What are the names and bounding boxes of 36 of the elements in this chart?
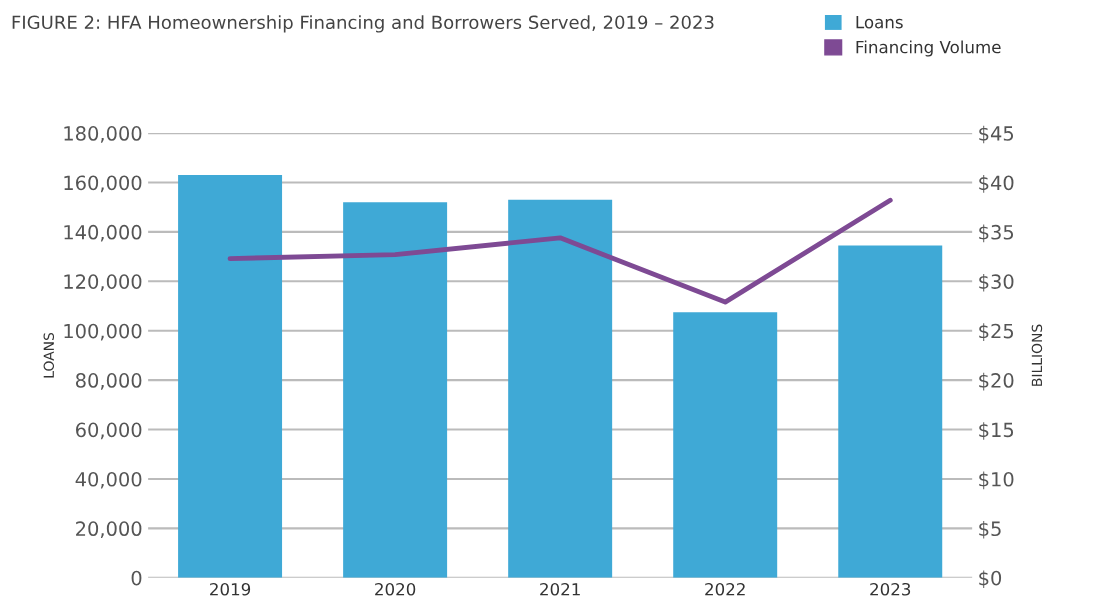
x-tick-label: 2019 bbox=[210, 582, 251, 596]
x-tick-label: 2023 bbox=[870, 582, 911, 596]
legend-label: Loans bbox=[856, 16, 903, 29]
y2-tick-label: $30 bbox=[979, 273, 1014, 292]
y2-tick-label: $10 bbox=[979, 471, 1014, 490]
y-tick-label: 140,000 bbox=[64, 224, 142, 242]
y-tick-label: 160,000 bbox=[64, 175, 142, 193]
y2-tick-label: $20 bbox=[979, 372, 1014, 391]
bar bbox=[343, 202, 448, 578]
bar bbox=[673, 312, 778, 578]
x-tick-label: 2020 bbox=[375, 582, 416, 596]
x-tick-label: 2022 bbox=[705, 582, 745, 596]
y2-tick-label: $25 bbox=[979, 323, 1014, 341]
y2-axis-title: BILLIONS bbox=[1031, 324, 1043, 386]
y-tick-label: 20,000 bbox=[76, 521, 142, 539]
bar bbox=[508, 199, 613, 578]
bar bbox=[838, 245, 943, 578]
y2-tick-label: $35 bbox=[979, 224, 1014, 243]
y-tick-label: 180,000 bbox=[64, 126, 142, 143]
chart-title: FIGURE 2: HFA Homeownership Financing and Borrowers Served, 2019 – 2023 bbox=[12, 15, 714, 33]
y2-tick-label: $15 bbox=[979, 422, 1014, 440]
y-tick-label: 120,000 bbox=[64, 274, 142, 291]
y-tick-label: 0 bbox=[131, 570, 142, 586]
legend-label: Financing Volume bbox=[856, 40, 1001, 57]
y2-tick-label: $40 bbox=[979, 175, 1014, 193]
y-axis-title: LOANS bbox=[43, 332, 55, 378]
y2-tick-label: $0 bbox=[979, 570, 1002, 589]
y-tick-label: 100,000 bbox=[64, 323, 142, 341]
y2-tick-label: $5 bbox=[979, 520, 1001, 539]
y-tick-label: 40,000 bbox=[75, 471, 142, 489]
y-tick-label: 60,000 bbox=[76, 422, 142, 440]
bar bbox=[178, 175, 283, 578]
y2-tick-label: $45 bbox=[979, 125, 1014, 144]
y-tick-label: 80,000 bbox=[75, 373, 142, 390]
line-series bbox=[227, 197, 893, 305]
x-tick-label: 2021 bbox=[540, 582, 580, 596]
